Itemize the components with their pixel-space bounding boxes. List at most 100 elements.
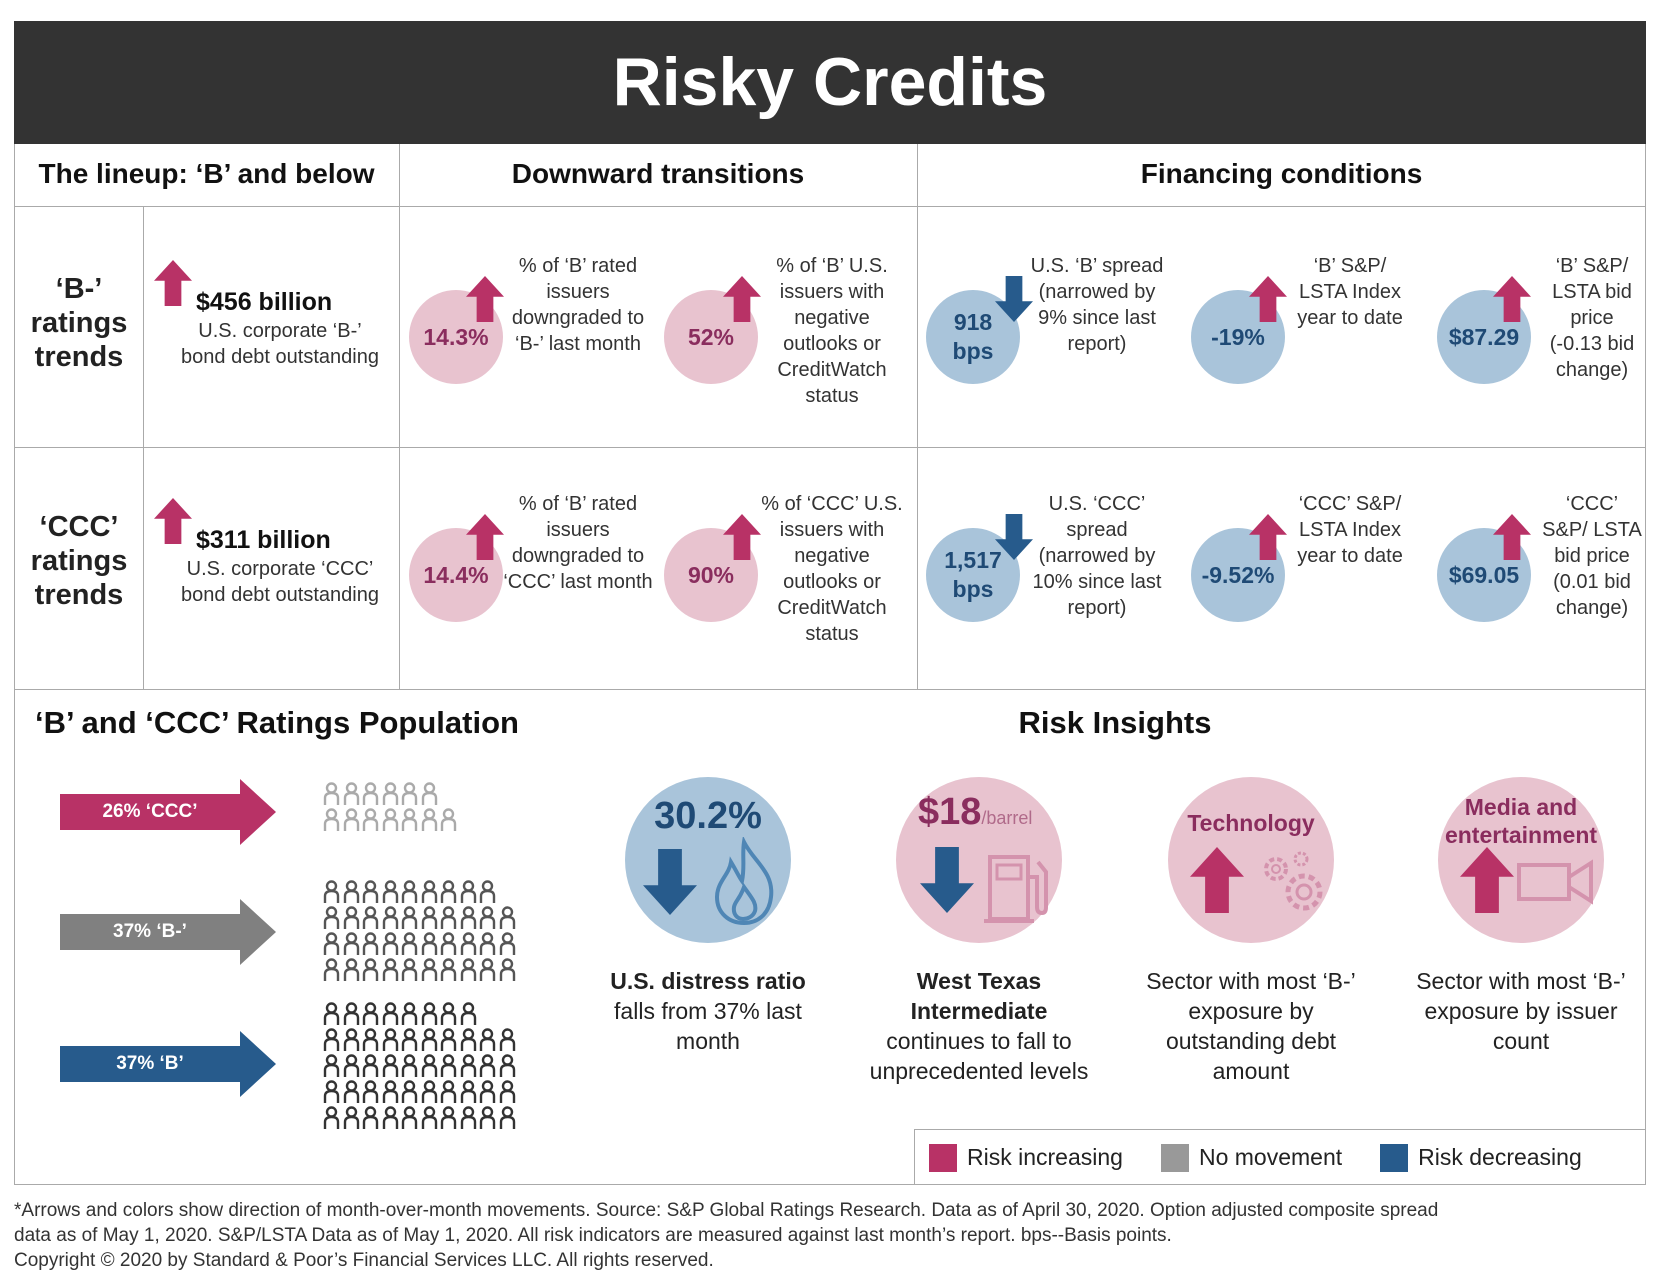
person-icon [440,1080,460,1109]
person-icon [343,1106,363,1135]
arrow-down-icon [920,847,974,918]
person-icon [460,958,480,987]
arrow-up-icon [154,260,192,311]
insight-unit: /barrel [981,808,1033,828]
population-title: ‘B’ and ‘CCC’ Ratings Population [35,705,519,740]
arrow-up-icon [1493,276,1531,327]
person-icon [401,808,421,837]
person-icon [440,1028,460,1057]
header-lineup: The lineup: ‘B’ and below [38,158,375,189]
insight-circle: Technology [1168,777,1334,943]
person-icon [323,906,343,935]
insight-value: 30.2% [654,795,762,837]
people-row [323,782,440,808]
metric-description: ‘B’ S&P/ LSTA bid price (-0.13 bid chang… [1549,255,1635,381]
metric-circle: 1,517 bps [926,528,1020,622]
arrow-up-icon [723,514,761,565]
person-icon [343,880,363,909]
person-icon [460,1080,480,1109]
person-icon [343,958,363,987]
person-icon [499,958,519,987]
metric-description: % of ‘CCC’ U.S. issuers with negative ou… [761,493,903,645]
footnote-line: data as of May 1, 2020. S&P/LSTA Data as… [14,1225,1172,1246]
person-icon [323,1002,343,1031]
person-icon [440,1002,460,1031]
people-row [323,1106,518,1132]
person-icon [499,1028,519,1057]
arrow-up-icon [1460,847,1514,918]
person-icon [343,782,363,811]
metric-description: % of ‘B’ rated issuers downgraded to ‘CC… [503,493,653,593]
person-icon [323,880,343,909]
metric-circle: 14.3% [409,290,503,384]
person-icon [440,1106,460,1135]
person-icon [460,1054,480,1083]
legend-label: Risk increasing [967,1144,1123,1170]
person-icon [323,1054,343,1083]
person-icon [362,808,382,837]
metric-description: ‘B’ S&P/ LSTA Index year to date [1297,255,1403,329]
person-icon [362,782,382,811]
person-icon [362,1080,382,1109]
metric-circle: 52% [664,290,758,384]
person-icon [440,932,460,961]
arrow-down-icon [995,514,1033,565]
insight-caption-bold: U.S. distress ratio [610,968,806,994]
video-camera-icon [1516,857,1596,912]
arrow-up-icon [1190,847,1244,918]
person-icon [460,1028,480,1057]
metric-description: ‘CCC’ S&P/ LSTA bid price (0.01 bid chan… [1542,493,1642,619]
person-icon [499,906,519,935]
person-icon [460,1106,480,1135]
metric-description: U.S. ‘B’ spread (narrowed by 9% since la… [1030,255,1164,355]
person-icon [362,906,382,935]
metric-circle: 90% [664,528,758,622]
person-icon [401,1106,421,1135]
legend-item-decreasing: Risk decreasing [1380,1143,1582,1172]
arrow-up-icon [466,514,504,565]
debt-amount: $311 billion [196,526,331,554]
footnote-line: *Arrows and colors show direction of mon… [14,1200,1439,1221]
swatch-icon [1160,1143,1189,1172]
person-icon [499,1106,519,1135]
person-icon [421,906,441,935]
divider [399,144,400,689]
person-icon [421,958,441,987]
header-downward: Downward transitions [511,158,805,189]
person-icon [479,880,499,909]
insight-caption-text: falls from 37% last month [614,998,802,1054]
insight-circle: $18/barrel [896,777,1062,943]
legend: Risk increasing No movement Risk decreas… [914,1129,1646,1185]
arrow-down-icon [995,276,1033,327]
legend-item-increasing: Risk increasing [929,1143,1123,1172]
person-icon [401,1002,421,1031]
person-icon [479,932,499,961]
copyright: Copyright © 2020 by Standard & Poor’s Fi… [14,1250,714,1271]
insight-caption-text: Sector with most ‘B-’ exposure by issuer… [1416,968,1626,1054]
person-icon [440,1054,460,1083]
people-row [323,958,518,984]
person-icon [382,880,402,909]
person-icon [401,880,421,909]
person-icon [382,1080,402,1109]
population-label: 26% ‘CCC’ [102,801,198,822]
metric-description: % of ‘B’ rated issuers downgraded to ‘B-… [511,255,645,355]
person-icon [499,932,519,961]
person-icon [440,958,460,987]
person-icon [460,1002,480,1031]
person-icon [382,932,402,961]
page-title: Risky Credits [14,21,1646,144]
insights-title: Risk Insights [1018,705,1212,740]
insight-circle: Media and entertainment [1438,777,1604,943]
insight-caption-text: continues to fall to unprecedented level… [869,1028,1089,1084]
divider [917,144,918,689]
person-icon [499,1054,519,1083]
metric-description: % of ‘B’ U.S. issuers with negative outl… [776,255,888,407]
person-icon [421,1106,441,1135]
infographic-frame [14,144,1646,1185]
person-icon [343,1054,363,1083]
person-icon [323,782,343,811]
person-icon [382,808,402,837]
population-label: 37% ‘B-’ [113,921,187,942]
person-icon [343,808,363,837]
